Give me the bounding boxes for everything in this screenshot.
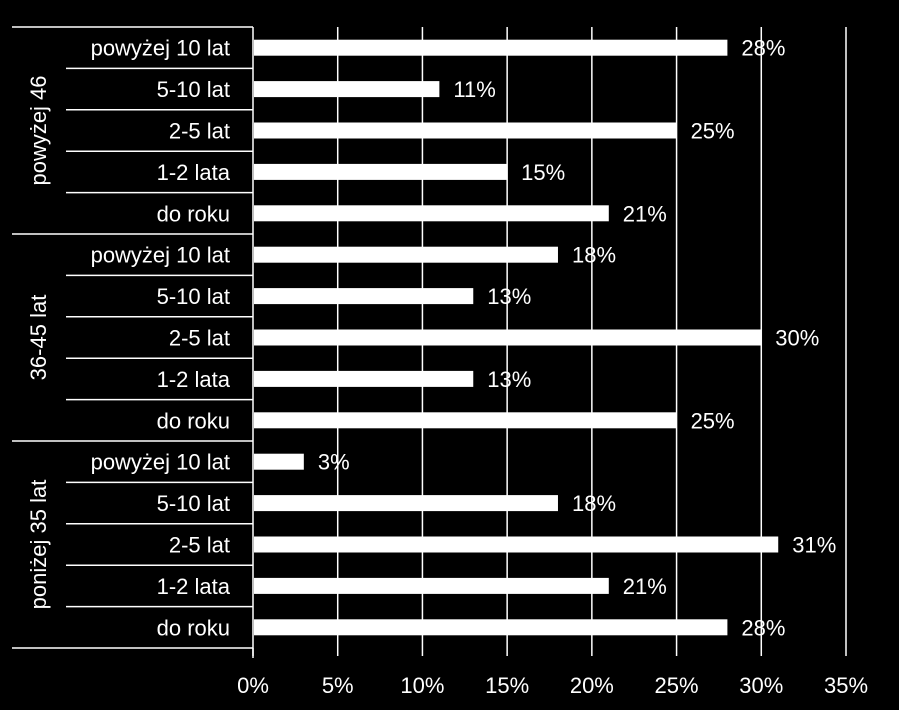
- bars: [254, 39, 779, 636]
- value-label: 31%: [792, 533, 836, 558]
- category-label: 1-2 lata: [157, 574, 231, 599]
- category-label: 1-2 lata: [157, 367, 231, 392]
- value-label: 13%: [487, 367, 531, 392]
- value-label: 21%: [623, 201, 667, 226]
- group-labels: powyżej 46 36-45 lat poniżej 35 lat: [26, 75, 51, 609]
- bar: [254, 39, 728, 56]
- bar: [254, 205, 609, 222]
- group-label: 36-45 lat: [26, 295, 51, 381]
- bar: [254, 619, 728, 636]
- bar: [254, 453, 304, 470]
- x-tick-labels: 0% 5% 10% 15% 20% 25% 30% 35%: [237, 673, 868, 698]
- category-label: 5-10 lat: [157, 77, 230, 102]
- category-label: do roku: [157, 408, 230, 433]
- x-tick-label: 15%: [485, 673, 529, 698]
- value-label: 11%: [453, 77, 495, 102]
- bar: [254, 536, 779, 553]
- group-label: powyżej 46: [26, 75, 51, 185]
- category-label: 5-10 lat: [157, 284, 230, 309]
- value-label: 28%: [741, 615, 785, 640]
- bar: [254, 122, 677, 139]
- value-label: 21%: [623, 574, 667, 599]
- category-label: do roku: [157, 201, 230, 226]
- category-label: 5-10 lat: [157, 491, 230, 516]
- category-labels: powyżej 10 lat 5-10 lat 2-5 lat 1-2 lata do …: [91, 36, 231, 641]
- bar: [254, 246, 558, 263]
- bar: [254, 577, 609, 594]
- x-tick-label: 20%: [570, 673, 614, 698]
- x-tick-label: 0%: [237, 673, 269, 698]
- axis-frame: [12, 26, 847, 658]
- x-tick-label: 35%: [824, 673, 868, 698]
- x-tick-label: 25%: [655, 673, 699, 698]
- category-label: 2-5 lat: [169, 533, 230, 558]
- category-label: 2-5 lat: [169, 326, 230, 351]
- category-label: powyżej 10 lat: [91, 36, 230, 61]
- category-label: powyżej 10 lat: [91, 450, 230, 475]
- value-label: 30%: [775, 326, 819, 351]
- value-label: 28%: [741, 36, 785, 61]
- bar: [254, 81, 440, 98]
- bar: [254, 288, 474, 305]
- bar: [254, 370, 474, 387]
- value-labels: 28% 11% 25% 15% 21% 18% 13% 30% 13% 25% 3% 18% 31% 21…: [318, 36, 836, 641]
- bar: [254, 329, 762, 346]
- value-label: 18%: [572, 491, 616, 516]
- value-label: 3%: [318, 450, 350, 475]
- category-label: 2-5 lat: [169, 119, 230, 144]
- category-label: 1-2 lata: [157, 160, 231, 185]
- x-tick-label: 30%: [739, 673, 783, 698]
- bar: [254, 163, 508, 180]
- category-label: do roku: [157, 615, 230, 640]
- value-label: 25%: [691, 119, 735, 144]
- value-label: 18%: [572, 243, 616, 268]
- x-tick-label: 5%: [322, 673, 354, 698]
- value-label: 13%: [487, 284, 531, 309]
- value-label: 15%: [521, 160, 565, 185]
- group-label: poniżej 35 lat: [26, 480, 51, 610]
- bar: [254, 412, 677, 429]
- category-label: powyżej 10 lat: [91, 243, 230, 268]
- bar: [254, 495, 558, 512]
- x-tick-label: 10%: [400, 673, 444, 698]
- value-label: 25%: [691, 408, 735, 433]
